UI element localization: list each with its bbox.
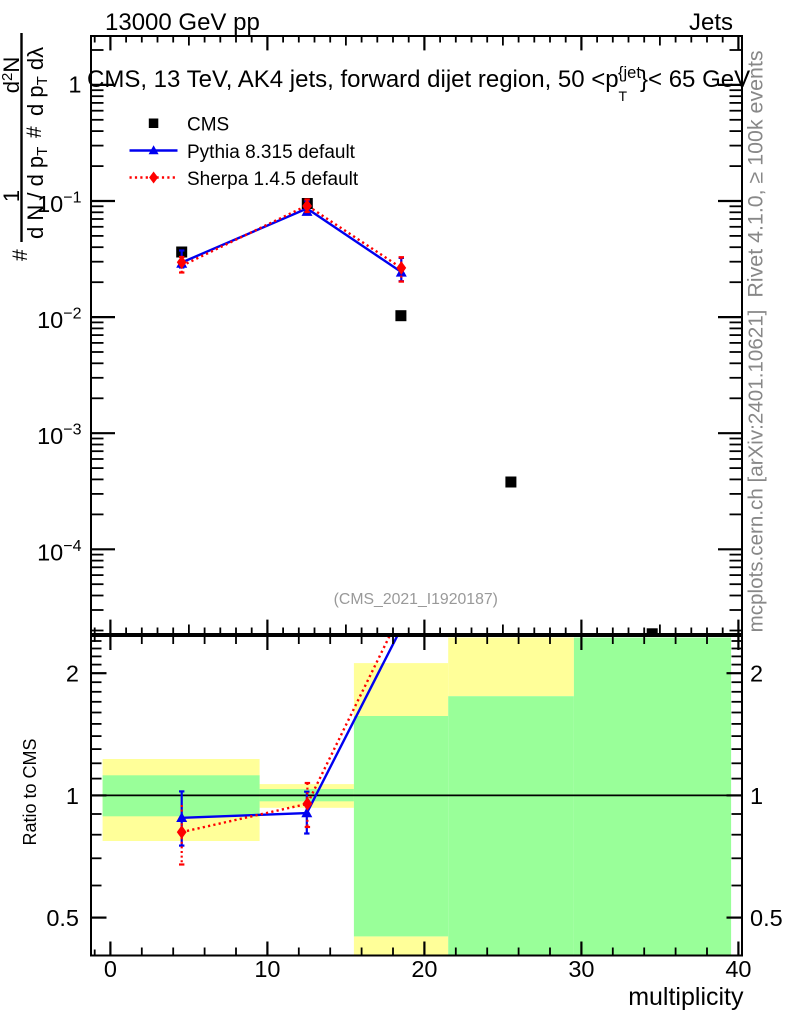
svg-text:CMS, 13 TeV, AK4 jets, forward: CMS, 13 TeV, AK4 jets, forward dijet reg… <box>87 66 619 93</box>
svg-text:d N / d pT: d N / d pT <box>23 147 51 239</box>
svg-text:1: 1 <box>66 783 79 809</box>
svg-text:1: 1 <box>68 72 81 98</box>
svg-text:Sherpa 1.4.5 default: Sherpa 1.4.5 default <box>187 169 359 190</box>
svg-text:1: 1 <box>0 190 24 202</box>
svg-text:40: 40 <box>725 956 751 982</box>
svg-text:10: 10 <box>254 956 280 982</box>
svg-text:Ratio to CMS: Ratio to CMS <box>20 738 40 845</box>
svg-text:10−3: 10−3 <box>37 422 81 450</box>
svg-text:2: 2 <box>750 661 763 687</box>
svg-text:20: 20 <box>411 956 437 982</box>
svg-text:#: # <box>23 126 46 138</box>
svg-text:0.5: 0.5 <box>750 905 783 931</box>
svg-text:T: T <box>619 88 628 104</box>
svg-text:13000 GeV pp: 13000 GeV pp <box>105 9 260 36</box>
svg-text:Jets: Jets <box>689 9 733 36</box>
svg-text:0.5: 0.5 <box>46 905 79 931</box>
svg-text:}< 65 GeV: }< 65 GeV <box>640 66 750 93</box>
svg-text:Rivet 4.1.0, ≥ 100k events: Rivet 4.1.0, ≥ 100k events <box>744 50 768 297</box>
svg-text:CMS: CMS <box>187 115 229 136</box>
svg-text:multiplicity: multiplicity <box>628 983 744 1011</box>
svg-text:{jet: {jet <box>618 64 641 82</box>
svg-text:1: 1 <box>750 783 763 809</box>
svg-text:2: 2 <box>66 661 79 687</box>
svg-text:30: 30 <box>568 956 594 982</box>
svg-text:0: 0 <box>104 956 117 982</box>
svg-text:#: # <box>9 249 32 261</box>
svg-text:mcplots.cern.ch [arXiv:2401.10: mcplots.cern.ch [arXiv:2401.10621] <box>745 310 768 633</box>
svg-text:Pythia 8.315 default: Pythia 8.315 default <box>187 142 356 163</box>
svg-text:(CMS_2021_I1920187): (CMS_2021_I1920187) <box>334 591 498 608</box>
